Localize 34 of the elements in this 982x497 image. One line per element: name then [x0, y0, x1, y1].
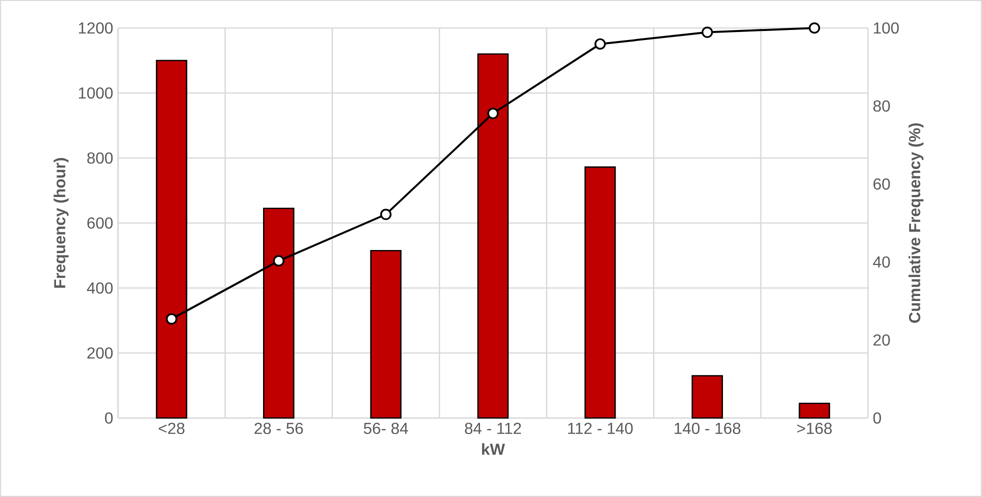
y2-axis-title: Cumulative Frequency (%) [908, 123, 924, 323]
y2-tick-label: 100 [874, 22, 899, 34]
y2-tick-label: 60 [874, 178, 890, 190]
y2-tick-label: 0 [873, 412, 881, 424]
y2-tick-label: 20 [874, 334, 890, 346]
point [380, 208, 392, 220]
point [166, 313, 178, 325]
x-tick-label: <28 [158, 422, 184, 434]
point [594, 38, 606, 50]
y-tick-label: 1200 [78, 22, 113, 34]
x-tick-label: 112 - 140 [568, 422, 633, 434]
y-tick-label: 600 [87, 217, 113, 229]
y-tick-label: 1000 [78, 87, 113, 99]
y-tick-label: 800 [87, 152, 113, 164]
x-tick-label: 84 - 112 [464, 422, 521, 434]
x-tick-label: 28 - 56 [254, 422, 303, 434]
bar [798, 402, 830, 419]
y2-tick-label: 40 [873, 256, 890, 268]
y2-tick-label: 80 [873, 100, 890, 112]
x-axis-title: kW [482, 443, 505, 455]
y-tick-label: 0 [105, 412, 113, 424]
bar [370, 250, 402, 419]
point [487, 108, 499, 120]
bar [692, 375, 723, 419]
x-tick-label: 56- 84 [364, 422, 408, 434]
y-tick-label: 400 [86, 282, 113, 294]
x-tick-label: >168 [797, 422, 832, 434]
y-tick-label: 200 [87, 347, 113, 359]
bar [584, 166, 616, 419]
y-axis-title: Frequency (hour) [54, 158, 69, 288]
point [808, 22, 820, 34]
x-tick-label: 140 - 168 [674, 422, 740, 434]
point [702, 26, 713, 38]
point [273, 255, 284, 266]
